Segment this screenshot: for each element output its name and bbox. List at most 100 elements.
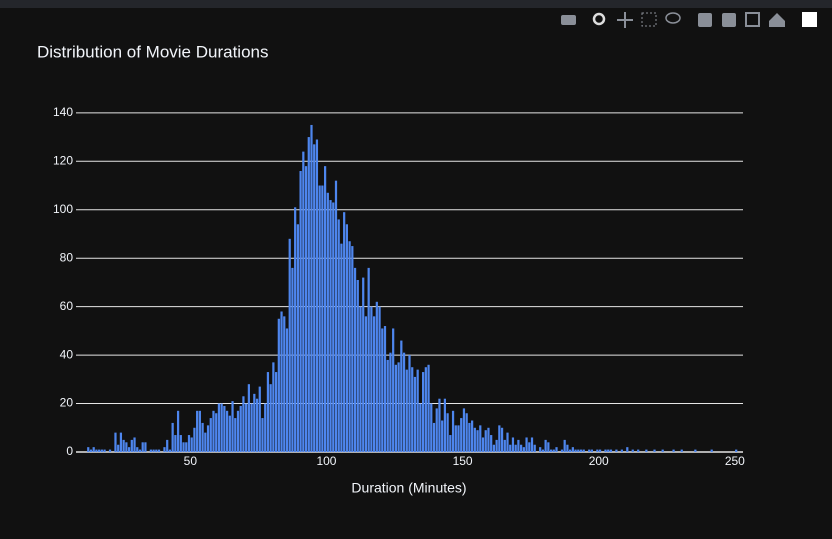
bar [152, 449, 155, 452]
bar [432, 422, 436, 452]
bar [533, 444, 536, 452]
x-tick-label: 100 [316, 454, 336, 468]
bar [498, 425, 501, 452]
bar [108, 449, 112, 452]
bar [449, 435, 452, 452]
y-tick-label: 40 [60, 347, 74, 361]
bar [187, 435, 191, 452]
bar [95, 449, 98, 452]
bar [544, 439, 547, 452]
bar [127, 447, 131, 452]
bar [495, 439, 498, 452]
bar [87, 447, 90, 452]
home-icon[interactable] [769, 13, 785, 27]
bar [484, 430, 487, 452]
bar [334, 180, 338, 452]
bar [465, 413, 468, 452]
bar [204, 432, 207, 452]
bar [710, 449, 713, 452]
bar [520, 444, 523, 452]
bar [310, 124, 313, 452]
bar [528, 442, 531, 452]
bar [462, 408, 466, 452]
bar [509, 444, 512, 452]
bar [117, 444, 120, 452]
bar [468, 422, 471, 452]
bar [569, 449, 572, 452]
bar [217, 403, 221, 452]
y-tick-label: 80 [60, 250, 74, 264]
bar [408, 355, 411, 452]
bar [598, 449, 602, 452]
zoom-icon[interactable] [592, 12, 606, 26]
bar [653, 449, 656, 452]
bar [574, 449, 577, 452]
bar [579, 449, 583, 452]
bar [615, 449, 618, 452]
bar [196, 410, 199, 452]
bar [315, 139, 319, 452]
bar [590, 449, 594, 452]
bar [274, 372, 278, 452]
bar [103, 449, 106, 452]
bar [198, 410, 201, 452]
bar [566, 444, 569, 452]
bar [122, 439, 125, 452]
bar [157, 449, 161, 452]
bar [511, 437, 515, 452]
camera-icon[interactable] [561, 15, 576, 25]
lasso-icon[interactable] [665, 12, 681, 24]
bar [258, 386, 261, 452]
bar [552, 449, 555, 452]
x-axis-title: Duration (Minutes) [351, 480, 466, 496]
select-icon[interactable] [641, 12, 657, 27]
bar [176, 410, 180, 452]
bar [364, 316, 368, 452]
bar [620, 449, 623, 452]
bar [242, 396, 245, 452]
bar [487, 427, 490, 452]
bar [571, 447, 574, 452]
y-tick-label: 120 [53, 153, 73, 167]
y-tick-label: 20 [60, 396, 74, 410]
bar [141, 442, 144, 452]
bar [539, 447, 542, 452]
bar [133, 437, 136, 452]
bar [419, 403, 422, 452]
bar [506, 432, 509, 452]
bar [596, 449, 599, 452]
bar [588, 449, 591, 452]
y-tick-label: 100 [53, 202, 73, 216]
bar [201, 422, 204, 452]
autoscale-icon[interactable] [745, 12, 760, 27]
bar [304, 166, 308, 452]
zoom-out-icon[interactable] [722, 13, 736, 27]
bar [269, 384, 272, 452]
bar [323, 166, 327, 452]
bar [155, 449, 158, 452]
bar [430, 403, 433, 452]
bar [672, 449, 675, 452]
bar [422, 372, 425, 452]
bar [313, 144, 316, 453]
logo-icon[interactable] [802, 12, 817, 27]
bar [223, 405, 226, 452]
bar [296, 224, 299, 452]
bar [541, 449, 545, 452]
bar [397, 362, 400, 452]
bar [264, 403, 267, 452]
bar [343, 212, 346, 452]
bar [253, 393, 256, 452]
bar [427, 364, 430, 452]
bar [136, 447, 139, 452]
bar [212, 410, 215, 452]
zoom-in-icon[interactable] [698, 13, 712, 27]
bar [168, 449, 172, 452]
pan-icon[interactable] [617, 12, 633, 28]
bar [163, 447, 166, 452]
bar [460, 418, 463, 452]
bar [239, 405, 242, 452]
top-strip [0, 0, 832, 8]
bar [114, 432, 117, 452]
bar [411, 367, 414, 452]
